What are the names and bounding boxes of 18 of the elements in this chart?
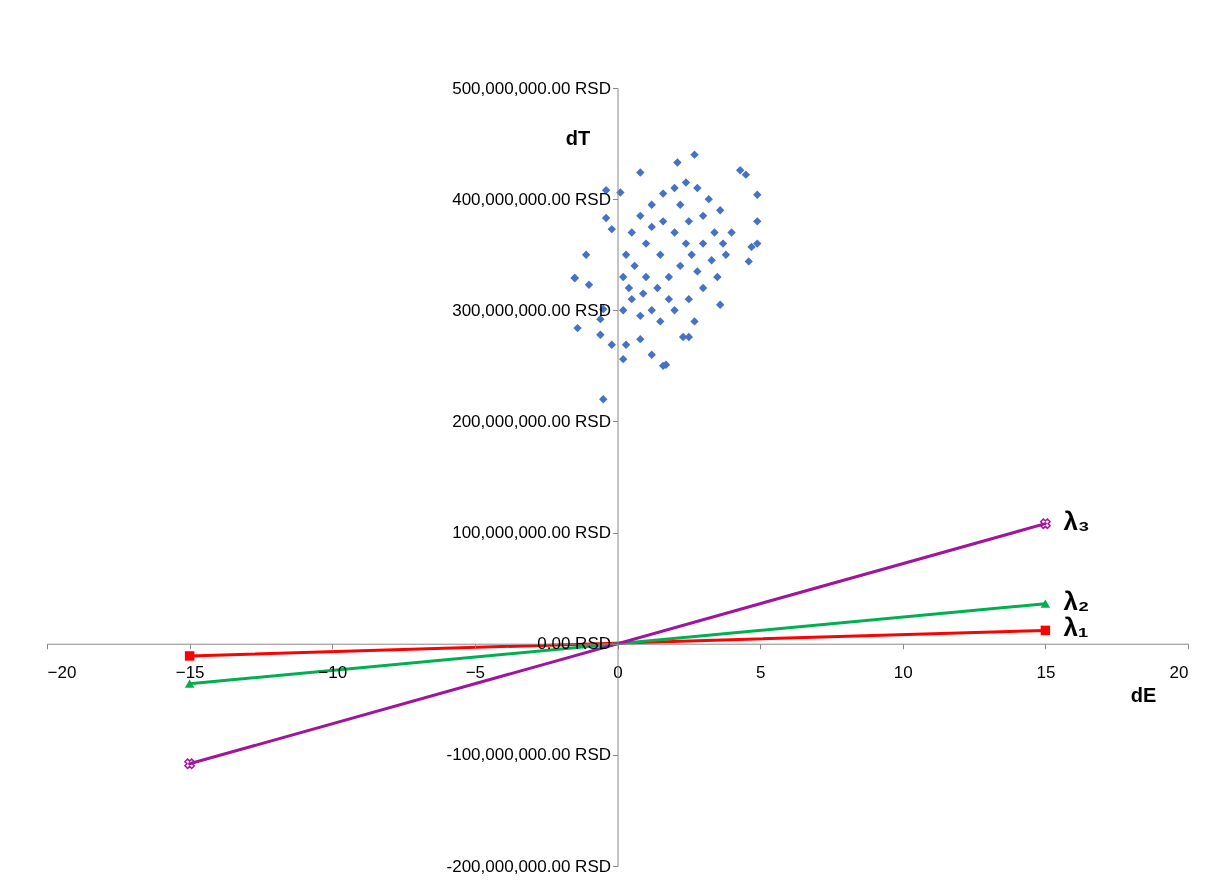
y-tick-label: -200,000,000.00 RSD [446,856,611,876]
series-label: λ₃ [1063,505,1090,536]
x-tick-label: 10 [893,663,913,683]
y-tick-label: 500,000,000.00 RSD [452,78,611,98]
x-tick-label: −20 [47,663,77,683]
y-axis-title: dT [565,126,591,149]
y-tick-label: -100,000,000.00 RSD [446,745,611,765]
y-tick-label: 100,000,000.00 RSD [452,523,611,543]
x-axis-title: dE [1130,684,1157,707]
x-tick-label: 15 [1036,663,1056,683]
x-tick-label: −15 [175,663,205,683]
x-tick-label: −5 [465,663,486,683]
x-tick-label: 0 [613,663,623,683]
y-tick-label: 400,000,000.00 RSD [452,189,611,209]
x-tick-label: 20 [1169,663,1189,683]
y-tick-label: 200,000,000.00 RSD [452,411,611,431]
y-tick-label: 300,000,000.00 RSD [452,300,611,320]
x-tick-label: 5 [755,663,766,683]
